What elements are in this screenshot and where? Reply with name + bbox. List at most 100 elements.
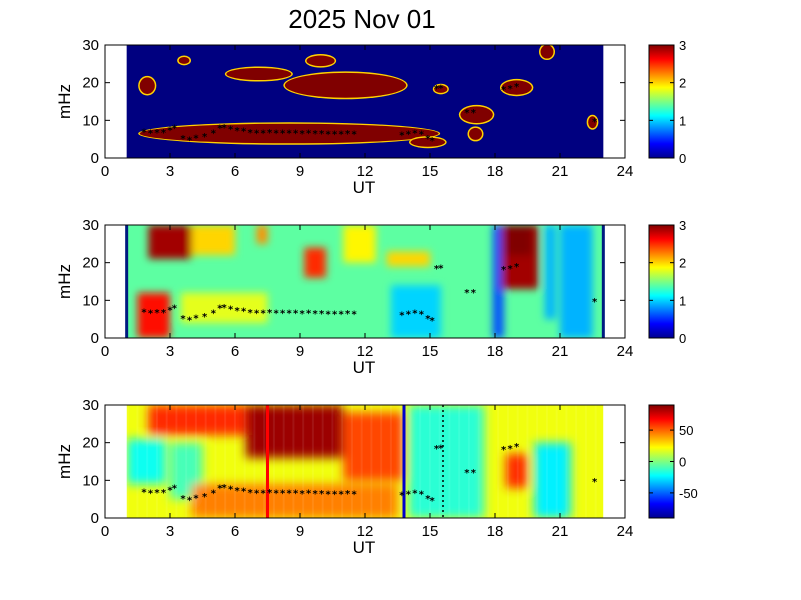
peak-marker: * — [267, 488, 273, 499]
y-tick-label: 20 — [82, 75, 99, 92]
peak-marker: * — [438, 83, 444, 94]
peak-marker: * — [339, 489, 345, 500]
heatmap-streak — [409, 405, 412, 518]
heatmap-streak — [321, 405, 324, 518]
y-tick-label: 30 — [82, 217, 99, 234]
peak-marker: * — [412, 129, 418, 140]
heatmap-plot-area: * * * * * ** * * * * * * * * * * * * * * * * * * * * * * * * * * * * * * * **… — [126, 45, 604, 158]
peak-marker: * — [508, 84, 514, 95]
peak-marker: * — [464, 108, 470, 119]
peak-marker: * — [280, 489, 286, 500]
heatmap-streak — [516, 405, 519, 518]
colorbar-tick-label: 0 — [679, 455, 686, 470]
peak-marker: * — [280, 309, 286, 320]
peak-marker: * — [193, 133, 199, 144]
heatmap-low-region — [544, 225, 556, 320]
heatmap-region — [226, 67, 292, 81]
blank-right — [603, 405, 625, 518]
x-tick-label: 9 — [296, 523, 304, 540]
heatmap-streak — [438, 405, 441, 518]
peak-marker: * — [419, 490, 425, 501]
heatmap-streak — [536, 405, 539, 518]
peak-marker: * — [254, 309, 260, 320]
peak-marker: * — [267, 128, 273, 139]
heatmap-streak — [263, 405, 266, 518]
x-axis-label: UT — [353, 178, 376, 197]
heatmap-streak — [370, 405, 373, 518]
x-tick-label: 3 — [166, 523, 174, 540]
peak-marker: * — [471, 108, 477, 119]
peak-marker: * — [202, 492, 208, 503]
heatmap-high-region — [180, 292, 268, 323]
x-tick-label: 6 — [231, 163, 239, 180]
peak-marker: * — [154, 128, 160, 139]
peak-marker: * — [180, 494, 186, 505]
x-tick-label: 9 — [296, 343, 304, 360]
peak-marker: * — [287, 129, 293, 140]
heatmap-high-region — [505, 453, 528, 488]
x-tick-label: 24 — [617, 343, 634, 360]
y-tick-label: 20 — [82, 255, 99, 272]
heatmap-low-region — [492, 225, 504, 338]
heatmap-streak — [302, 405, 305, 518]
heatmap-streak — [350, 405, 353, 518]
colorbar-tick-label: 1 — [679, 113, 686, 128]
peak-marker: * — [235, 306, 241, 317]
heatmap-region — [501, 80, 532, 95]
peak-marker: * — [326, 309, 332, 320]
heatmap-streak — [467, 405, 470, 518]
peak-marker: * — [148, 489, 154, 500]
x-tick-label: 6 — [231, 523, 239, 540]
peak-marker: * — [202, 312, 208, 323]
peak-marker: * — [217, 304, 223, 315]
peak-marker: * — [339, 129, 345, 140]
heatmap-streak — [341, 405, 344, 518]
heatmap-region — [434, 85, 448, 93]
peak-marker: * — [274, 489, 280, 500]
peak-marker: * — [430, 136, 436, 147]
y-axis-label: mHz — [55, 84, 74, 119]
x-tick-label: 24 — [617, 163, 634, 180]
peak-marker: * — [161, 308, 167, 319]
peak-marker: * — [148, 309, 154, 320]
peak-marker: * — [222, 483, 228, 494]
heatmap-streak — [282, 405, 285, 518]
colorbar-tick-label: 0 — [679, 331, 686, 346]
peak-marker: * — [300, 309, 306, 320]
colorbar-tick-label: 50 — [679, 423, 693, 438]
peak-marker: * — [434, 444, 440, 455]
peak-marker: * — [300, 129, 306, 140]
y-axis-label: mHz — [55, 444, 74, 479]
peak-marker: * — [193, 313, 199, 324]
peak-marker: * — [154, 488, 160, 499]
peak-marker: * — [172, 304, 178, 315]
heatmap-streak — [194, 405, 197, 518]
heatmap-field — [137, 225, 593, 338]
heatmap-streak — [155, 405, 158, 518]
peak-marker: * — [399, 490, 405, 501]
heatmap-high-region — [343, 225, 376, 263]
peak-marker: * — [141, 487, 147, 498]
peak-marker: * — [345, 489, 351, 500]
x-axis-label: UT — [353, 538, 376, 557]
heatmap-streak — [428, 405, 431, 518]
x-tick-label: 21 — [552, 523, 569, 540]
y-tick-label: 0 — [91, 330, 99, 347]
colorbar-tick-label: 1 — [679, 293, 686, 308]
peak-marker: * — [211, 489, 217, 500]
y-tick-label: 10 — [82, 112, 99, 129]
heatmap-streak — [360, 405, 363, 518]
peak-marker: * — [306, 489, 312, 500]
heatmap-high-region — [191, 225, 235, 256]
peak-marker: * — [332, 129, 338, 140]
heatmap-high-region — [304, 247, 326, 278]
peak-marker: * — [300, 489, 306, 500]
peak-marker: * — [399, 310, 405, 321]
peak-marker: * — [228, 124, 234, 135]
x-tick-label: 0 — [101, 343, 109, 360]
peak-marker: * — [406, 490, 412, 501]
peak-marker: * — [217, 484, 223, 495]
heatmap-streak — [487, 405, 490, 518]
heatmap-low-region — [408, 405, 485, 518]
peak-marker: * — [412, 309, 418, 320]
